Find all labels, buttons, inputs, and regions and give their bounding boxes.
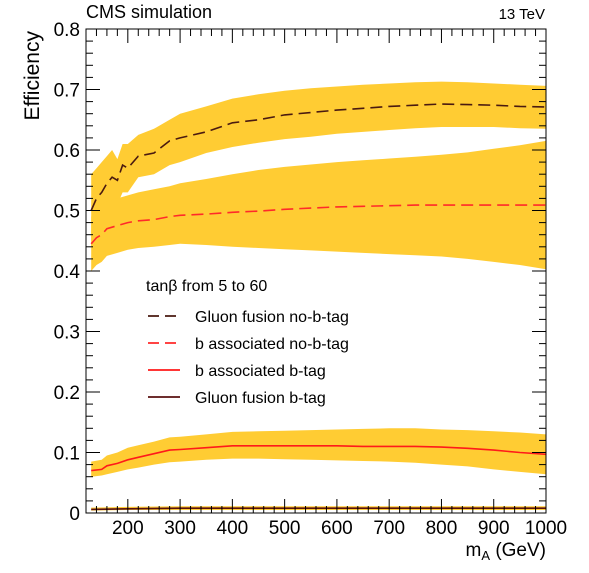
y-axis: 0 0.1 0.2 0.3 0.4 0.5 0.6 0.7 0.8: [54, 20, 546, 525]
y-tick-label: 0.4: [54, 262, 81, 283]
cms-simulation-label: CMS simulation: [86, 2, 212, 22]
band-b-associated-no-b-tag: [91, 140, 546, 271]
line-b-associated-no-b-tag: [90, 204, 546, 245]
y-tick-label: 0.2: [54, 383, 80, 404]
band-gluon-fusion-no-b-tag: [91, 81, 546, 247]
uncertainty-bands: [91, 81, 546, 511]
legend-entries: Gluon fusion no-b-tag b associated no-b-t…: [148, 309, 349, 407]
x-tick-label: 500: [269, 518, 301, 539]
line-gluon-fusion-no-b-tag: [90, 103, 547, 211]
x-axis-title-main: m: [466, 540, 482, 561]
x-axis-title: mA (GeV): [466, 540, 546, 563]
x-axis-title-unit: (GeV): [495, 540, 546, 561]
x-axis-title-sub: A: [481, 548, 490, 563]
legend: tanβ from 5 to 60 Gluon fusion no-b-tag b…: [146, 278, 349, 407]
legend-label: Gluon fusion no-b-tag: [195, 309, 349, 326]
series-lines: [90, 103, 547, 511]
x-tick-label: 600: [321, 518, 353, 539]
x-tick-label: 300: [164, 518, 196, 539]
y-tick-label: 0: [69, 504, 80, 525]
band-b-associated-b-tag: [91, 428, 546, 477]
x-tick-label: 700: [373, 518, 405, 539]
x-tick-label: 1000: [525, 518, 567, 539]
y-tick-label: 0.6: [54, 141, 80, 162]
y-tick-label: 0.7: [54, 81, 80, 102]
legend-label: Gluon fusion b-tag: [195, 390, 326, 407]
x-axis: 200 300 400 500 600 700 800 900 1000: [85, 29, 567, 539]
legend-label: b associated b-tag: [195, 363, 326, 380]
x-tick-label: 200: [112, 518, 144, 539]
y-axis-title: Efficiency: [21, 31, 44, 121]
line-gluon-fusion-b-tag: [91, 507, 546, 511]
line-b-associated-b-tag: [91, 444, 547, 472]
energy-label: 13 TeV: [499, 6, 545, 23]
x-tick-label: 400: [217, 518, 249, 539]
x-tick-label: 900: [478, 518, 510, 539]
x-tick-label: 800: [426, 518, 458, 539]
y-tick-label: 0.3: [54, 323, 80, 344]
y-tick-label: 0.5: [54, 202, 80, 223]
y-tick-label: 0.8: [54, 20, 80, 41]
legend-header: tanβ from 5 to 60: [146, 278, 267, 295]
legend-label: b associated no-b-tag: [195, 336, 349, 353]
y-tick-label: 0.1: [54, 444, 80, 465]
